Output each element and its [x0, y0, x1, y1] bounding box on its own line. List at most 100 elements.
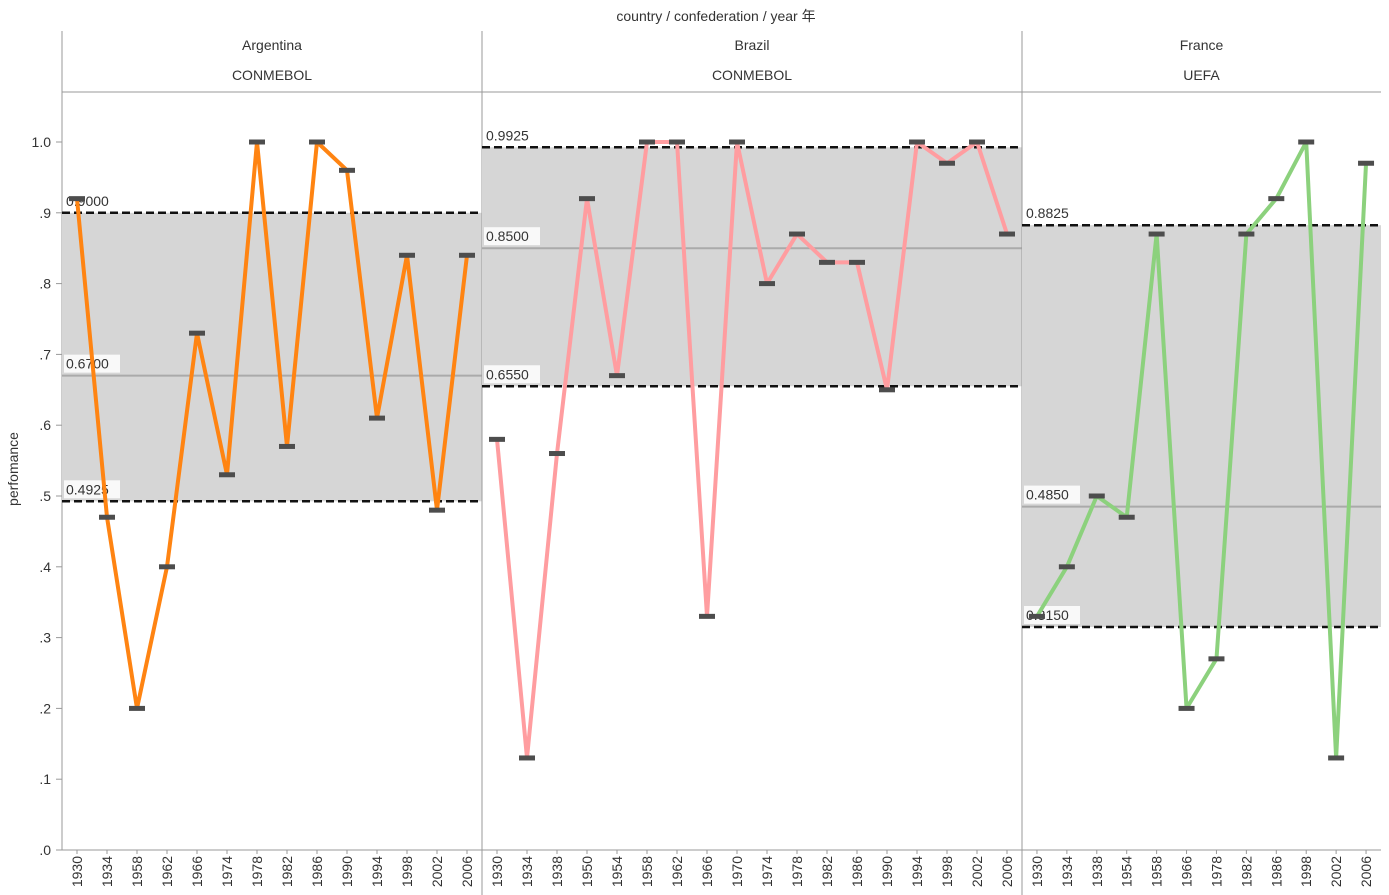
- median-reference-label-brazil: 0.8500: [486, 228, 529, 244]
- x-tick-label-france: 1958: [1149, 856, 1165, 887]
- x-tick-label-argentina: 1998: [399, 856, 415, 887]
- data-point-brazil: [879, 387, 895, 393]
- y-tick-label: .7: [39, 346, 51, 362]
- data-point-france: [1088, 493, 1105, 499]
- data-point-france: [1268, 196, 1285, 202]
- x-tick-label-argentina: 1978: [249, 856, 265, 887]
- x-tick-label-brazil: 1930: [489, 856, 505, 887]
- y-tick-label: .1: [39, 771, 51, 787]
- data-point-brazil: [819, 259, 835, 265]
- data-point-brazil: [579, 196, 595, 202]
- data-point-france: [1208, 656, 1225, 662]
- upper-label-bg-france: [1024, 204, 1080, 223]
- panel-country-argentina: Argentina: [242, 37, 302, 53]
- reference-band-brazil: [482, 147, 1022, 387]
- series-line-argentina: [75, 140, 469, 711]
- median-reference-label-argentina: 0.6700: [66, 356, 109, 372]
- x-tick-label-brazil: 1958: [639, 856, 655, 887]
- x-tick-label-argentina: 1974: [219, 856, 235, 887]
- data-point-brazil: [729, 139, 745, 145]
- data-point-france: [1148, 231, 1165, 237]
- x-tick-label-argentina: 2002: [429, 856, 445, 887]
- x-tick-label-france: 1966: [1179, 856, 1195, 887]
- x-tick-label-brazil: 1974: [759, 856, 775, 887]
- lower-reference-label-brazil: 0.6550: [486, 366, 529, 382]
- data-point-france: [1328, 755, 1345, 761]
- x-tick-label-brazil: 1978: [789, 856, 805, 887]
- y-tick-label: .3: [39, 630, 51, 646]
- data-point-argentina: [429, 507, 445, 513]
- data-point-argentina: [369, 415, 385, 421]
- lower-label-bg-france: [1024, 605, 1080, 624]
- x-tick-label-france: 1982: [1238, 856, 1254, 887]
- median-label-bg-france: [1024, 485, 1080, 504]
- chart-header-title: country / confederation / year 年: [616, 8, 815, 24]
- x-tick-label-brazil: 1950: [579, 856, 595, 887]
- data-point-brazil: [699, 613, 715, 619]
- data-point-argentina: [69, 196, 85, 202]
- data-point-argentina: [399, 252, 415, 258]
- x-tick-label-argentina: 1990: [339, 856, 355, 887]
- data-point-brazil: [549, 451, 565, 457]
- x-tick-label-brazil: 1990: [879, 856, 895, 887]
- x-tick-label-brazil: 2002: [969, 856, 985, 887]
- data-point-brazil: [969, 139, 985, 145]
- data-point-brazil: [759, 281, 775, 287]
- x-tick-label-argentina: 1994: [369, 856, 385, 887]
- x-tick-label-argentina: 1986: [309, 856, 325, 887]
- x-tick-label-brazil: 1962: [669, 856, 685, 887]
- median-label-bg-brazil: [484, 227, 540, 246]
- x-tick-label-brazil: 1938: [549, 856, 565, 887]
- lower-reference-label-argentina: 0.4925: [66, 481, 109, 497]
- upper-label-bg-brazil: [484, 126, 540, 145]
- y-tick-label: .9: [39, 205, 51, 221]
- x-tick-label-france: 1954: [1119, 856, 1135, 887]
- x-tick-label-brazil: 2006: [999, 856, 1015, 887]
- data-point-argentina: [459, 252, 475, 258]
- data-point-argentina: [309, 139, 325, 145]
- panel-confederation-brazil: CONMEBOL: [712, 67, 792, 83]
- y-tick-label: .0: [39, 842, 51, 858]
- data-point-france: [1358, 160, 1375, 166]
- data-point-france: [1298, 139, 1315, 145]
- series-line-france: [1035, 140, 1369, 760]
- x-tick-label-argentina: 1966: [189, 856, 205, 887]
- data-point-argentina: [339, 167, 355, 173]
- panel-country-brazil: Brazil: [734, 37, 769, 53]
- y-tick-label: 1.0: [32, 134, 52, 150]
- data-point-france: [1028, 613, 1045, 619]
- panel-confederation-france: UEFA: [1183, 67, 1220, 83]
- x-tick-label-france: 1986: [1268, 856, 1284, 887]
- x-tick-label-brazil: 1986: [849, 856, 865, 887]
- panel-confederation-argentina: CONMEBOL: [232, 67, 312, 83]
- data-point-argentina: [219, 472, 235, 478]
- lower-reference-label-france: 0.3150: [1026, 607, 1069, 623]
- data-point-france: [1178, 705, 1195, 711]
- x-tick-label-france: 1934: [1059, 856, 1075, 887]
- data-point-france: [1118, 514, 1135, 520]
- x-tick-label-france: 1930: [1029, 856, 1045, 887]
- upper-reference-label-france: 0.8825: [1026, 205, 1069, 221]
- data-point-brazil: [519, 755, 535, 761]
- data-point-brazil: [669, 139, 685, 145]
- panel-country-france: France: [1180, 37, 1224, 53]
- x-tick-label-argentina: 1934: [99, 856, 115, 887]
- x-tick-label-brazil: 1998: [939, 856, 955, 887]
- x-tick-label-france: 1998: [1298, 856, 1314, 887]
- x-tick-label-argentina: 1958: [129, 856, 145, 887]
- data-point-brazil: [909, 139, 925, 145]
- data-point-argentina: [249, 139, 265, 145]
- data-point-argentina: [279, 443, 295, 449]
- x-tick-label-france: 1978: [1208, 856, 1224, 887]
- x-tick-label-argentina: 1930: [69, 856, 85, 887]
- x-tick-label-france: 1938: [1089, 856, 1105, 887]
- y-tick-label: .2: [39, 700, 51, 716]
- data-point-argentina: [99, 514, 115, 520]
- data-point-brazil: [939, 160, 955, 166]
- reference-band-argentina: [62, 212, 482, 502]
- y-tick-label: .8: [39, 276, 51, 292]
- x-tick-label-france: 2006: [1358, 856, 1374, 887]
- data-point-france: [1238, 231, 1255, 237]
- x-tick-label-argentina: 1982: [279, 856, 295, 887]
